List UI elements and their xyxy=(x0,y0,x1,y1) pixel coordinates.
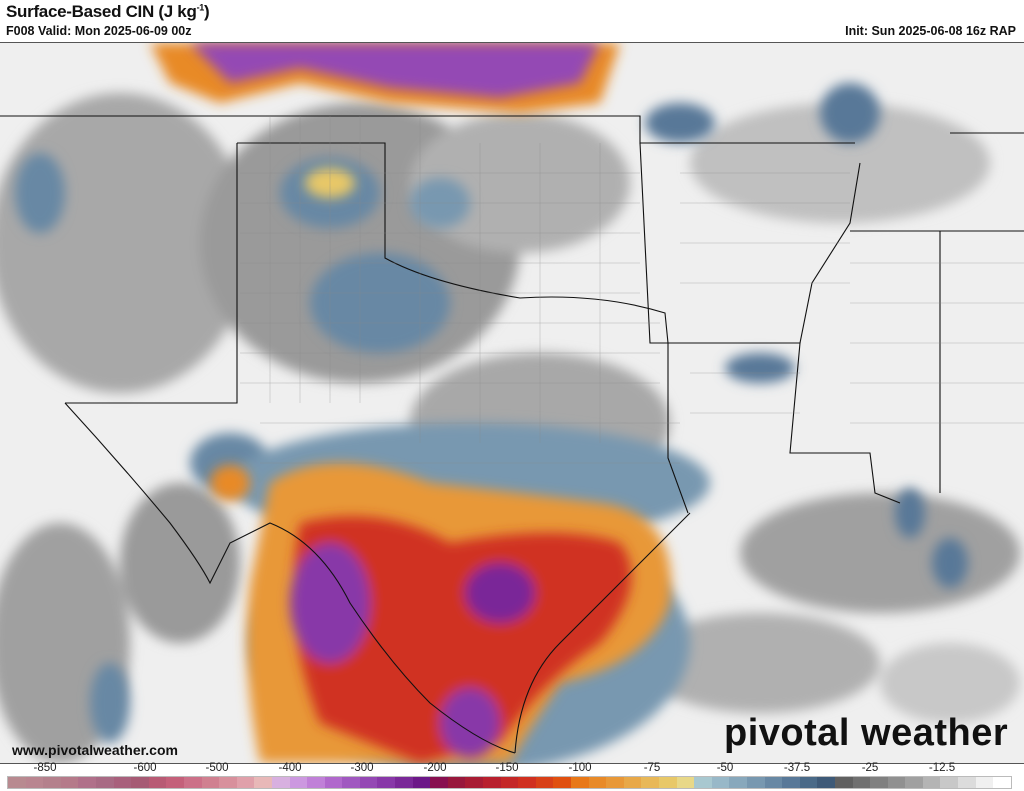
colorbar-bin xyxy=(254,777,272,788)
colorbar-bin xyxy=(553,777,571,788)
colorbar-bin xyxy=(852,777,871,788)
colorbar-ticks: -850 -600 -500 -400 -300 -200 -150 -100 … xyxy=(0,762,1024,776)
colorbar-bin xyxy=(641,777,659,788)
colorbar-bin xyxy=(518,777,536,788)
tick-label: -150 xyxy=(495,762,519,774)
tick-label: -200 xyxy=(423,762,447,774)
title-superscript: -1 xyxy=(196,2,205,13)
tick-label: -300 xyxy=(350,762,374,774)
colorbar-bin xyxy=(131,777,149,788)
tick-label: -600 xyxy=(133,762,157,774)
colorbar-bin xyxy=(623,777,642,788)
colorbar-bin xyxy=(571,777,589,788)
colorbar-bin xyxy=(535,777,554,788)
colorbar-bin xyxy=(166,777,184,788)
colorbar-bin xyxy=(887,777,906,788)
colorbar-bin xyxy=(377,777,396,788)
colorbar-bin xyxy=(78,777,96,788)
colorbar-bin xyxy=(307,777,325,788)
tick-label: -12.5 xyxy=(928,762,956,774)
colorbar-bin xyxy=(8,777,26,788)
colorbar-bin xyxy=(658,777,677,788)
colorbar-bin xyxy=(342,777,360,788)
red-purple-cin-core xyxy=(190,43,632,763)
colorbar-bin xyxy=(113,777,132,788)
website-url: www.pivotalweather.com xyxy=(12,742,178,758)
colorbar-bin xyxy=(201,777,220,788)
colorbar-bin xyxy=(324,777,343,788)
colorbar-bin xyxy=(958,777,976,788)
colorbar-bin xyxy=(729,777,747,788)
title-text: Surface-Based CIN (J kg xyxy=(6,2,197,21)
colorbar-bin xyxy=(834,777,853,788)
pivotal-weather-logo: pivotal weather xyxy=(724,712,1009,754)
colorbar-bin xyxy=(799,777,818,788)
colorbar-bin xyxy=(447,777,466,788)
colorbar-bin xyxy=(43,777,61,788)
colorbar-bin xyxy=(746,777,765,788)
colorbar-bin xyxy=(289,777,308,788)
cin-field xyxy=(0,43,1024,763)
tick-label: -850 xyxy=(33,762,57,774)
colorbar-bin xyxy=(817,777,835,788)
colorbar-bin xyxy=(606,777,624,788)
colorbar-bin xyxy=(975,777,994,788)
colorbar-bin xyxy=(465,777,484,788)
tick-label: -400 xyxy=(278,762,302,774)
colorbar-bin xyxy=(764,777,783,788)
weather-map[interactable] xyxy=(0,42,1024,764)
colorbar-bin xyxy=(993,777,1011,788)
colorbar-bin xyxy=(183,777,202,788)
map-title: Surface-Based CIN (J kg-1) xyxy=(6,2,210,22)
colorbar-bin xyxy=(60,777,79,788)
tick-label: -25 xyxy=(861,762,879,774)
state-borders xyxy=(0,115,1024,754)
colorbar-bin xyxy=(694,777,712,788)
colorbar-bin xyxy=(922,777,941,788)
tick-label: -100 xyxy=(568,762,592,774)
colorbar-bin xyxy=(412,777,431,788)
colorbar-bin xyxy=(219,777,237,788)
colorbar-bin xyxy=(395,777,413,788)
colorbar-bin xyxy=(905,777,923,788)
tick-label: -75 xyxy=(643,762,661,774)
colorbar-bin xyxy=(359,777,378,788)
colorbar-bin xyxy=(870,777,888,788)
colorbar-bin xyxy=(940,777,959,788)
colorbar-bin xyxy=(483,777,501,788)
colorbar-bin xyxy=(148,777,167,788)
title-end: ) xyxy=(203,2,210,21)
colorbar-bin xyxy=(271,777,290,788)
colorbar-bin xyxy=(676,777,695,788)
tick-label: -500 xyxy=(205,762,229,774)
init-time: Init: Sun 2025-06-08 16z RAP xyxy=(845,24,1016,38)
tick-label: -37.5 xyxy=(783,762,811,774)
colorbar-bin xyxy=(711,777,730,788)
colorbar-bin xyxy=(588,777,607,788)
colorbar xyxy=(7,776,1012,789)
colorbar-bin xyxy=(430,777,448,788)
tick-label: -50 xyxy=(716,762,734,774)
county-borders xyxy=(240,116,1024,464)
colorbar-bin xyxy=(782,777,800,788)
colorbar-bin xyxy=(95,777,114,788)
colorbar-bin xyxy=(236,777,255,788)
colorbar-bin xyxy=(25,777,44,788)
colorbar-bin xyxy=(500,777,519,788)
valid-time: F008 Valid: Mon 2025-06-09 00z xyxy=(6,24,192,38)
